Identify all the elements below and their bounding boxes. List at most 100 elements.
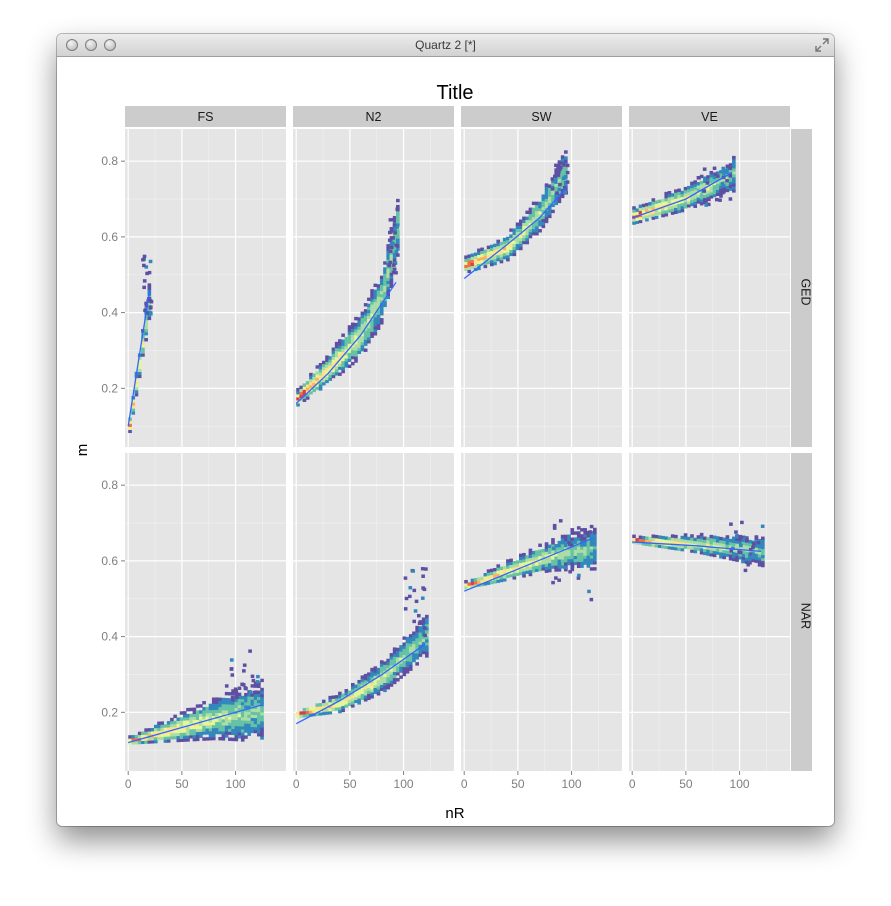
y-tick-label: 0.8 [101,154,118,168]
heatmap-cell [403,576,408,580]
heatmap-cell [486,248,491,253]
heatmap-cell [564,165,568,169]
heatmap-cell [128,429,132,434]
heatmap-cell [357,341,362,345]
heatmap-cell [237,686,242,690]
heatmap-cell [363,339,368,343]
heatmap-cell [334,341,339,346]
heatmap-cell [328,368,333,372]
heatmap-cell [473,255,478,259]
heatmap-cell [299,388,304,393]
heatmap-cell [744,554,749,558]
heatmap-cell [254,690,259,694]
heatmap-cell [576,546,581,550]
heatmap-cell [696,535,701,539]
heatmap-cell [683,533,688,537]
close-icon[interactable] [66,39,78,51]
heatmap-cell [477,251,481,255]
heatmap-cell [379,275,384,280]
heatmap-cell [564,558,568,563]
heatmap-cell [229,667,234,671]
heatmap-cell [376,314,381,318]
heatmap-cell [560,194,565,199]
heatmap-cell [231,725,235,729]
heatmap-cell [392,659,397,663]
heatmap-cell [564,183,568,188]
heatmap-cell [189,725,194,730]
heatmap-cell [302,389,307,393]
heatmap-cell [186,735,190,739]
heatmap-cell [564,177,568,182]
heatmap-cell [544,545,549,549]
heatmap-cell [373,332,378,336]
heatmap-cell [189,713,194,718]
heatmap-cell [651,204,656,208]
heatmap-cell [144,316,148,321]
heatmap-cell [182,726,187,730]
heatmap-cell [680,205,685,210]
heatmap-cell [425,648,429,652]
heatmap-cell [525,210,530,215]
facet-label-SW: SW [531,110,551,124]
heatmap-cell [664,213,669,217]
heatmap-cell [525,237,530,242]
heatmap-cell [522,231,526,236]
heatmap-cell [360,681,365,685]
heatmap-cell [538,567,542,572]
heatmap-cell [570,549,575,554]
heatmap-cell [370,692,374,696]
heatmap-cell [147,286,152,290]
heatmap-cell [496,564,501,568]
heatmap-cell [383,285,387,289]
heatmap-cell [260,730,264,734]
heatmap-cell [706,549,710,553]
heatmap-cell [389,228,394,232]
heatmap-cell [467,269,472,274]
minimize-icon[interactable] [85,39,97,51]
heatmap-cell [677,541,681,545]
heatmap-cell [506,574,510,578]
heatmap-cell [408,586,413,590]
heatmap-cell [515,566,520,570]
heatmap-cell [757,557,762,561]
heatmap-cell [489,244,494,249]
heatmap-cell [325,367,329,371]
heatmap-cell [486,575,491,579]
heatmap-cell [163,724,168,728]
heatmap-cell [576,534,581,538]
heatmap-cell [683,189,688,194]
heatmap-cell [341,702,345,707]
heatmap-cell [557,163,562,167]
heatmap-cell [563,188,568,192]
heatmap-cell [386,679,390,684]
heatmap-cell [674,534,678,539]
heatmap-cell [715,183,720,187]
fullscreen-arrows-icon[interactable] [815,38,829,52]
heatmap-cell [553,174,557,179]
heatmap-cell [389,662,394,666]
heatmap-cell [215,703,219,707]
heatmap-cell [664,536,669,540]
heatmap-cell [363,321,368,325]
heatmap-cell [425,629,429,634]
heatmap-cell [570,558,575,563]
heatmap-cell [715,186,720,190]
heatmap-cell [234,716,239,721]
heatmap-cell [473,261,478,266]
heatmap-cell [551,194,555,198]
heatmap-cell [354,328,358,333]
heatmap-cell [195,716,200,720]
heatmap-cell [344,358,349,362]
heatmap-cell [205,737,210,741]
heatmap-cell [551,580,555,585]
heatmap-cell [305,707,310,712]
heatmap-cell [538,549,542,554]
zoom-icon[interactable] [104,39,116,51]
heatmap-cell [202,737,206,741]
heatmap-cell [370,292,374,296]
heatmap-cell [370,331,374,335]
heatmap-cell [544,560,549,564]
window-titlebar[interactable]: Quartz 2 [*] [57,34,834,57]
heatmap-cell [392,263,396,267]
heatmap-cell [558,167,562,171]
